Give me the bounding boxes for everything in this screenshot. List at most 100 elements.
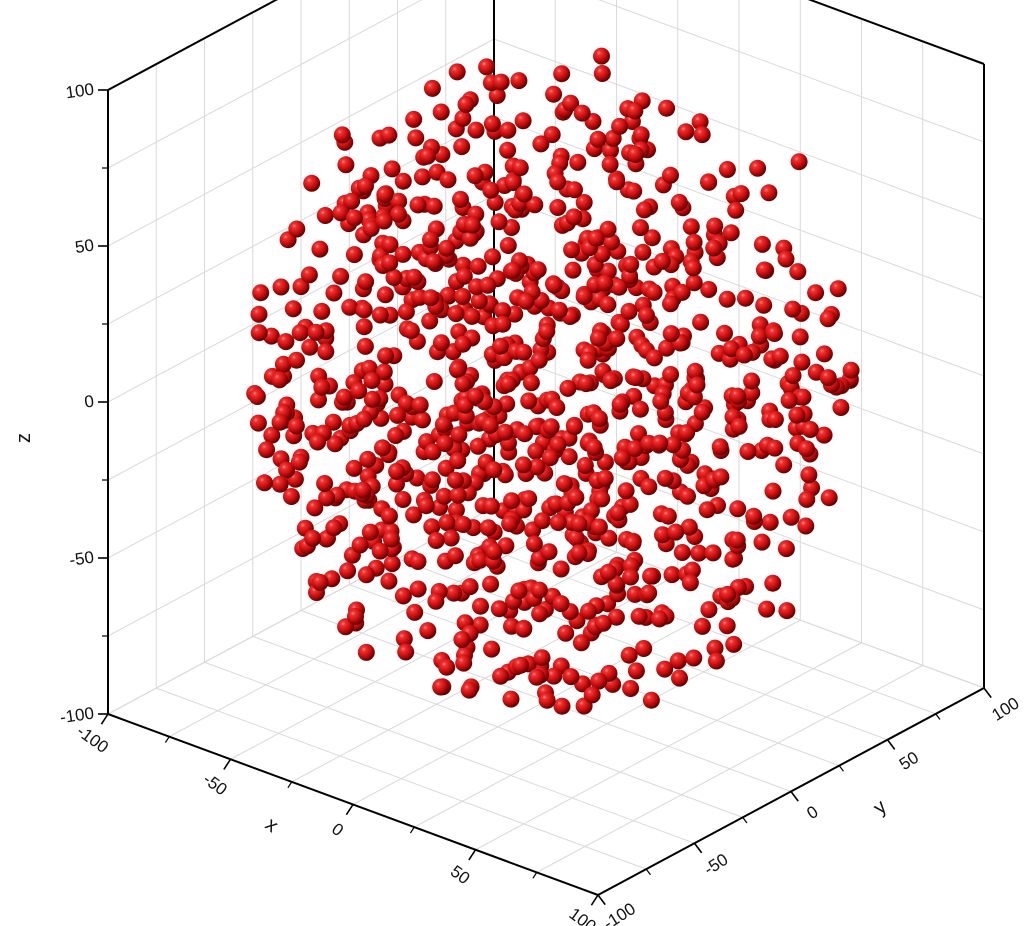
data-point-sphere bbox=[485, 461, 503, 479]
data-point-sphere bbox=[341, 298, 359, 316]
data-point-sphere bbox=[576, 457, 594, 474]
data-point-sphere bbox=[288, 220, 306, 238]
data-point-sphere bbox=[482, 181, 500, 199]
data-point-sphere bbox=[552, 560, 570, 578]
data-point-sphere bbox=[729, 500, 747, 518]
data-point-sphere bbox=[548, 399, 566, 416]
data-point-sphere bbox=[683, 561, 701, 579]
data-point-sphere bbox=[679, 487, 696, 505]
data-point-sphere bbox=[819, 310, 837, 328]
data-point-sphere bbox=[514, 112, 532, 130]
data-point-sphere bbox=[359, 450, 377, 468]
data-point-sphere bbox=[363, 390, 381, 408]
data-point-sphere bbox=[820, 489, 838, 507]
data-point-sphere bbox=[469, 437, 487, 455]
points-layer bbox=[246, 47, 860, 715]
data-point-sphere bbox=[722, 224, 740, 242]
data-point-sphere bbox=[345, 459, 363, 477]
data-point-sphere bbox=[463, 216, 481, 234]
x-tick-label: -100 bbox=[73, 721, 112, 756]
y-tick-mark bbox=[886, 739, 896, 750]
data-point-sphere bbox=[447, 305, 465, 323]
data-point-sphere bbox=[423, 471, 441, 489]
data-point-sphere bbox=[313, 378, 331, 396]
data-point-sphere bbox=[656, 469, 674, 487]
y-tick-mark bbox=[935, 713, 941, 720]
data-point-sphere bbox=[642, 567, 660, 585]
y-tick-label: 0 bbox=[803, 802, 821, 823]
data-point-sphere bbox=[780, 391, 798, 409]
data-point-sphere bbox=[423, 518, 441, 536]
z-tick-label: -100 bbox=[59, 704, 95, 728]
data-point-sphere bbox=[324, 413, 342, 431]
data-point-sphere bbox=[815, 345, 833, 363]
data-point-sphere bbox=[815, 426, 833, 444]
data-point-sphere bbox=[732, 185, 750, 203]
left-wall-grid-line bbox=[107, 0, 423, 169]
data-point-sphere bbox=[470, 292, 488, 310]
data-point-sphere bbox=[307, 323, 325, 341]
data-point-sphere bbox=[484, 248, 501, 266]
data-point-sphere bbox=[632, 126, 650, 144]
data-point-sphere bbox=[361, 523, 379, 541]
data-point-sphere bbox=[583, 686, 601, 704]
data-point-sphere bbox=[432, 678, 450, 696]
z-axis-title: z bbox=[13, 433, 35, 443]
data-point-sphere bbox=[685, 233, 703, 251]
data-point-sphere bbox=[658, 99, 676, 117]
data-point-sphere bbox=[610, 278, 628, 296]
data-point-sphere bbox=[413, 168, 431, 186]
data-point-sphere bbox=[670, 193, 688, 211]
data-point-sphere bbox=[288, 351, 305, 369]
data-point-sphere bbox=[705, 239, 723, 257]
data-point-sphere bbox=[700, 281, 718, 298]
data-point-sphere bbox=[449, 486, 467, 504]
data-point-sphere bbox=[589, 329, 607, 347]
z-tick-label: 0 bbox=[83, 392, 95, 412]
data-point-sphere bbox=[678, 424, 696, 442]
data-point-sphere bbox=[380, 507, 398, 525]
data-point-sphere bbox=[599, 563, 617, 581]
y-tick-label: -50 bbox=[701, 850, 732, 879]
data-point-sphere bbox=[492, 337, 509, 355]
data-point-sphere bbox=[611, 117, 629, 135]
frame-edge bbox=[107, 0, 278, 91]
data-point-sphere bbox=[612, 315, 630, 333]
data-point-sphere bbox=[376, 286, 394, 304]
data-point-sphere bbox=[494, 315, 512, 333]
data-point-sphere bbox=[447, 501, 465, 519]
data-point-sphere bbox=[343, 192, 361, 210]
data-point-sphere bbox=[673, 283, 691, 301]
data-point-sphere bbox=[788, 406, 806, 424]
x-tick-mark bbox=[100, 713, 109, 725]
data-point-sphere bbox=[306, 499, 324, 517]
data-point-sphere bbox=[663, 566, 681, 584]
data-point-sphere bbox=[351, 536, 369, 554]
data-point-sphere bbox=[483, 640, 501, 658]
data-point-sphere bbox=[520, 392, 538, 410]
data-point-sphere bbox=[624, 534, 642, 552]
data-point-sphere bbox=[332, 204, 350, 222]
data-point-sphere bbox=[466, 387, 484, 405]
data-point-sphere bbox=[737, 289, 754, 307]
data-point-sphere bbox=[446, 547, 464, 565]
x-axis-title: x bbox=[261, 813, 282, 837]
data-point-sphere bbox=[555, 475, 573, 493]
data-point-sphere bbox=[438, 658, 456, 676]
data-point-sphere bbox=[313, 302, 331, 320]
data-point-sphere bbox=[335, 388, 353, 406]
data-point-sphere bbox=[692, 313, 710, 331]
data-point-sphere bbox=[789, 263, 807, 281]
data-point-sphere bbox=[611, 395, 629, 413]
data-point-sphere bbox=[778, 602, 796, 620]
data-point-sphere bbox=[516, 425, 534, 443]
data-point-sphere bbox=[503, 492, 521, 510]
data-point-sphere bbox=[728, 531, 746, 549]
data-point-sphere bbox=[376, 375, 394, 393]
data-point-sphere bbox=[718, 290, 736, 308]
data-point-sphere bbox=[722, 340, 740, 358]
data-point-sphere bbox=[453, 631, 471, 648]
data-point-sphere bbox=[490, 213, 508, 231]
data-point-sphere bbox=[693, 126, 711, 144]
data-point-sphere bbox=[357, 273, 375, 291]
